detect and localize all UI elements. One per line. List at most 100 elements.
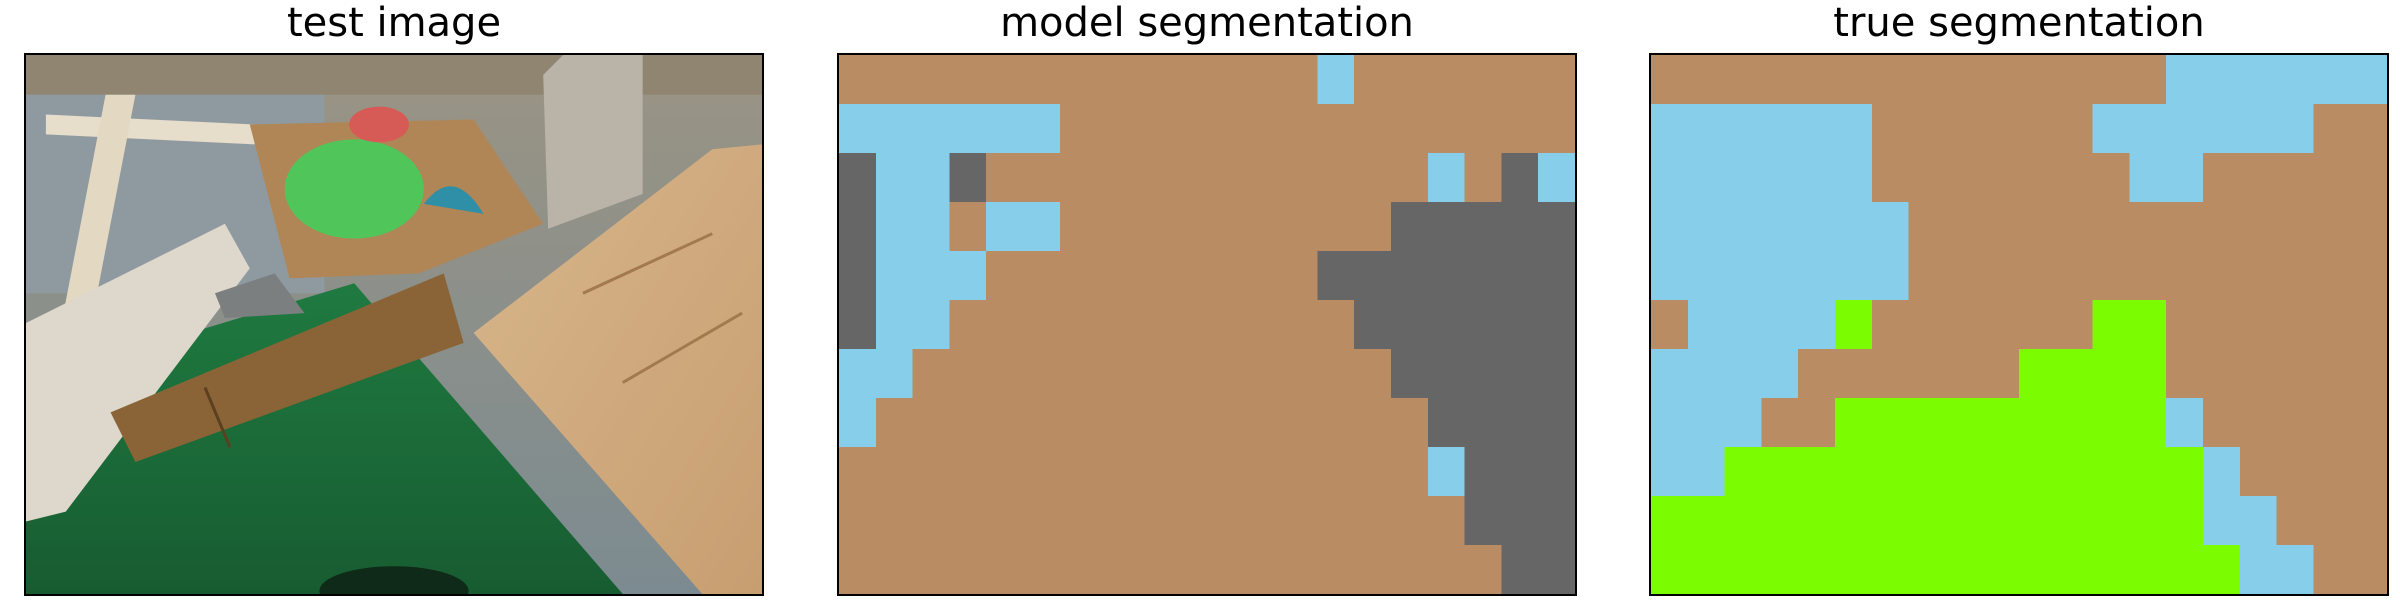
model-segmentation-cell <box>1170 447 1208 497</box>
model-segmentation-cell <box>875 55 914 105</box>
model-segmentation-cell <box>1096 447 1135 497</box>
true-segmentation-cell <box>1687 104 1726 154</box>
model-segmentation-cell <box>1207 104 1245 154</box>
true-segmentation-cell <box>1982 153 2020 203</box>
true-segmentation-cell <box>1724 104 1763 154</box>
true-segmentation-cell <box>1761 398 1799 448</box>
model-segmentation-cell <box>912 55 951 105</box>
model-segmentation-cell <box>1243 447 1282 497</box>
model-segmentation-cell <box>1501 545 1539 594</box>
true-segmentation-cell <box>1908 545 1947 594</box>
model-segmentation-cell <box>1170 153 1208 203</box>
model-segmentation-cell <box>1059 104 1098 154</box>
true-segmentation-cell <box>2092 398 2131 448</box>
true-segmentation-cell <box>1945 300 1983 350</box>
model-segmentation-cell <box>1280 104 1319 154</box>
true-segmentation-cell <box>2129 55 2167 105</box>
model-segmentation-cell <box>1023 251 1061 301</box>
model-segmentation-cell <box>1023 447 1061 497</box>
true-segmentation-cell <box>1835 153 1873 203</box>
true-segmentation-cell <box>1871 153 1910 203</box>
model-segmentation-cell <box>839 251 877 301</box>
model-segmentation-cell <box>1464 55 1503 105</box>
true-segmentation-cell <box>1651 398 1689 448</box>
true-segmentation-cell <box>1798 153 1836 203</box>
model-segmentation-cell <box>1096 153 1135 203</box>
true-segmentation-cell <box>1724 349 1763 399</box>
model-segmentation-cell <box>986 300 1024 350</box>
true-segmentation-cell <box>2166 202 2204 252</box>
model-segmentation-cell <box>1096 55 1135 105</box>
model-segmentation-cell <box>1354 349 1392 399</box>
true-segmentation-cell <box>2019 202 2057 252</box>
model-segmentation-cell <box>1059 545 1098 594</box>
model-segmentation-cell <box>1133 251 1171 301</box>
model-segmentation-cell <box>1280 398 1319 448</box>
model-segmentation-cell <box>1170 545 1208 594</box>
model-segmentation-cell <box>949 496 987 546</box>
true-segmentation-cell <box>2129 202 2167 252</box>
true-segmentation-cell <box>2203 545 2241 594</box>
model-segmentation-cell <box>1170 104 1208 154</box>
true-segmentation-cell <box>1908 153 1947 203</box>
true-segmentation-cell <box>2276 300 2315 350</box>
model-segmentation-cell <box>1427 349 1466 399</box>
model-segmentation-cell <box>1427 55 1466 105</box>
true-segmentation-cell <box>2203 153 2241 203</box>
true-segmentation-cell <box>1761 300 1799 350</box>
model-segmentation-cell <box>1059 447 1098 497</box>
true-segmentation-cell <box>1908 300 1947 350</box>
test-image-photo <box>26 55 762 594</box>
model-segmentation-cell <box>1464 104 1503 154</box>
model-segmentation-cell <box>1207 545 1245 594</box>
true-segmentation-cell <box>2092 104 2131 154</box>
model-segmentation-cell <box>1317 202 1355 252</box>
true-segmentation-cell <box>1871 300 1910 350</box>
true-segmentation-cell <box>1908 496 1947 546</box>
true-segmentation-cell <box>1835 349 1873 399</box>
model-segmentation-cell <box>875 545 914 594</box>
model-segmentation-cell <box>1133 104 1171 154</box>
true-segmentation-cell <box>1835 251 1873 301</box>
model-segmentation-cell <box>1059 398 1098 448</box>
true-segmentation-cell <box>2055 153 2094 203</box>
true-segmentation-cell <box>2129 496 2167 546</box>
true-segmentation-cell <box>2203 398 2241 448</box>
model-segmentation-cell <box>1427 300 1466 350</box>
model-segmentation-cell <box>986 545 1024 594</box>
model-segmentation-cell <box>1501 398 1539 448</box>
true-segmentation-cell <box>1871 251 1910 301</box>
true-segmentation-cell <box>1798 104 1836 154</box>
model-segmentation-cell <box>1096 251 1135 301</box>
model-segmentation-cell <box>1427 202 1466 252</box>
true-segmentation-cell <box>2129 153 2167 203</box>
true-segmentation-cell <box>1651 55 1689 105</box>
model-segmentation-cell <box>949 104 987 154</box>
model-segmentation-cell <box>986 55 1024 105</box>
model-segmentation-cell <box>1427 545 1466 594</box>
model-segmentation-cell <box>1280 55 1319 105</box>
model-segmentation-cell <box>1317 447 1355 497</box>
model-segmentation-frame <box>837 53 1577 596</box>
true-segmentation-cell <box>2276 202 2315 252</box>
true-segmentation-cell <box>1687 55 1726 105</box>
true-segmentation-cell <box>1945 496 1983 546</box>
model-segmentation-cell <box>1391 398 1429 448</box>
model-segmentation-cell <box>1464 300 1503 350</box>
model-segmentation-cell <box>1280 300 1319 350</box>
model-segmentation-cell <box>1207 447 1245 497</box>
model-segmentation-cell <box>1243 545 1282 594</box>
true-segmentation-cell <box>1945 104 1983 154</box>
true-segmentation-cell <box>2276 545 2315 594</box>
model-segmentation-cell <box>875 398 914 448</box>
model-segmentation-cell <box>1501 104 1539 154</box>
model-segmentation-cell <box>1243 398 1282 448</box>
true-segmentation-cell <box>2092 153 2131 203</box>
true-segmentation-cell <box>1724 55 1763 105</box>
true-segmentation-cell <box>2166 496 2204 546</box>
true-segmentation-cell <box>1982 545 2020 594</box>
model-segmentation-cell <box>1059 55 1098 105</box>
true-segmentation-cell <box>2019 251 2057 301</box>
true-segmentation-cell <box>2313 251 2351 301</box>
true-segmentation-cell <box>2019 349 2057 399</box>
